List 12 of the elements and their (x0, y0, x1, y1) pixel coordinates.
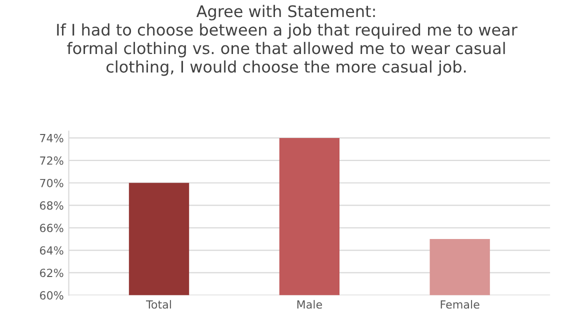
y-tick-label: 70% (40, 178, 64, 188)
x-tick-label: Total (146, 300, 171, 309)
y-tick-label: 66% (40, 224, 64, 232)
x-tick-label: Male (297, 300, 322, 309)
y-tick-label: 68% (40, 201, 64, 210)
x-tick-label: Female (440, 300, 480, 309)
y-tick-label: 62% (40, 268, 64, 278)
y-tick-label: 60% (40, 291, 64, 300)
y-tick-label: 74% (40, 134, 64, 142)
y-tick-label: 64% (40, 246, 64, 255)
chart-title: Agree with Statement: If I had to choose between a job that required me to wear formal clothing vs. one that allowed me to wear casual clothing, I would choose the more casual job. (57, 4, 518, 76)
y-tick-label: 72% (40, 156, 64, 165)
